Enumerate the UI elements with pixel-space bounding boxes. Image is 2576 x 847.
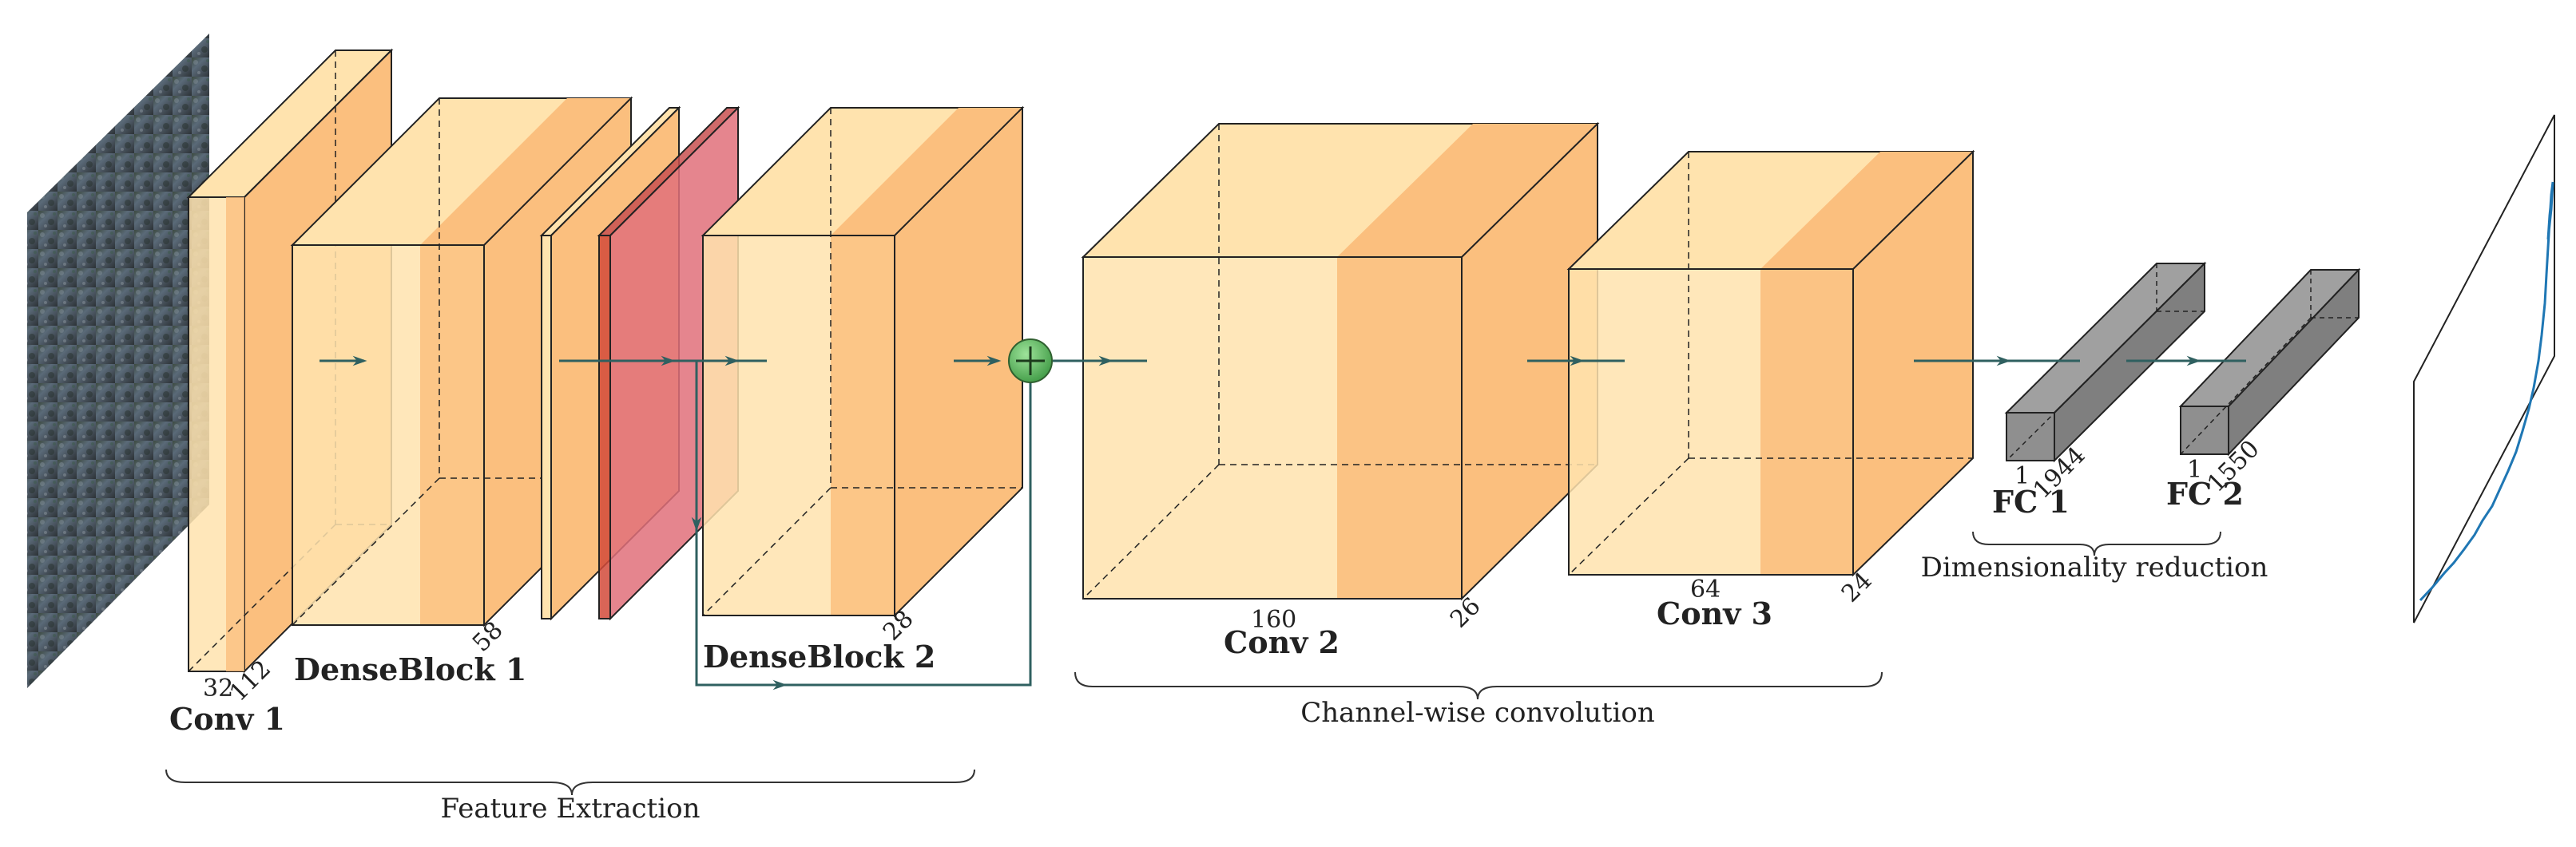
conv3-block [1566,149,1975,577]
input-image [27,34,209,688]
conv1-label: Conv 1 [169,701,285,737]
output-curve [2419,181,2554,602]
fc1-label: FC 1 [1992,484,2070,520]
conv1-depth: 32 [203,675,233,703]
output-plot [2413,114,2555,623]
brace-dim-reduction [1972,531,2221,556]
feature-extraction-label: Feature Extraction [441,793,701,825]
denseblock1-label: DenseBlock 1 [294,651,526,687]
conv3-label: Conv 3 [1657,596,1772,631]
channel-wise-label: Channel-wise convolution [1300,697,1655,729]
denseblock2-block [701,105,1025,618]
conv2-depth: 160 [1251,606,1296,634]
dim-reduction-label: Dimensionality reduction [1921,552,2268,584]
fc1-depth: 1 [2014,462,2030,490]
denseblock2-label: DenseBlock 2 [703,639,935,675]
flow-arrows [320,355,2246,691]
conv2-label: Conv 2 [1224,624,1340,660]
fc2-block [2178,267,2361,457]
conv2-block [1081,121,1600,601]
fc2-depth: 1 [2187,456,2202,484]
sum-node [1008,338,1053,383]
conv3-depth: 64 [1690,576,1721,604]
fc2-label: FC 2 [2166,476,2244,512]
group-braces [165,531,2221,796]
brace-feature-extraction [165,769,975,796]
labels: Conv 1 32 112 DenseBlock 1 58 DenseBlock… [169,435,2268,825]
brace-channel-wise [1074,671,1883,700]
